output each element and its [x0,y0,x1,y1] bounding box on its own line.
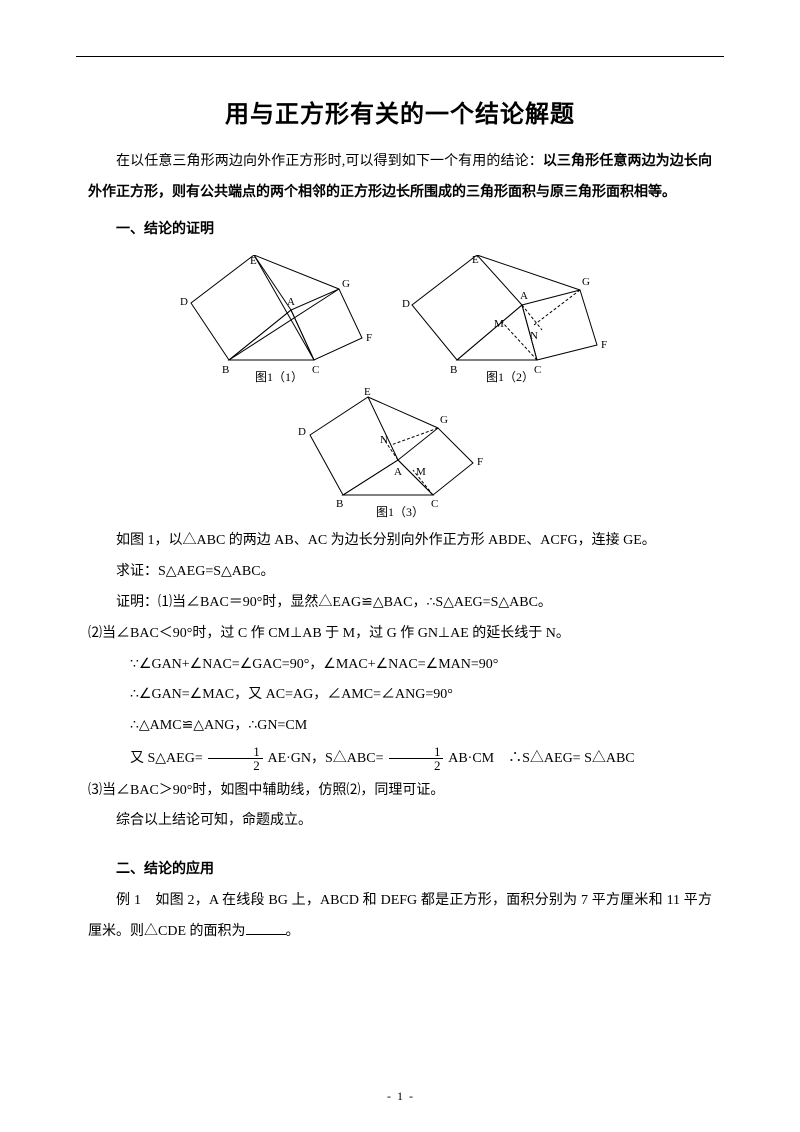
figure-caption-3: 图1（3） [375,505,423,519]
proof-p6: ∴△AMC≌△ANG，∴GN=CM [88,711,712,742]
label-G2: G [582,276,590,288]
blank-answer [246,921,286,935]
proof-p9: 综合以上结论可知，命题成立。 [88,806,712,837]
label-G3: G [440,414,448,426]
proof-p7c: AB·CM ∴S△AEG= S△ABC [448,751,634,766]
proof-p0: 如图 1，以△ABC 的两边 AB、AC 为边长分别向外作正方形 ABDE、AC… [88,526,712,557]
proof-p2: 证明：⑴当∠BAC＝90°时，显然△EAG≌△BAC，∴S△AEG=S△ABC。 [88,588,712,619]
frac-num-1: 1 [208,745,263,759]
intro-plain: 在以任意三角形两边向外作正方形时,可以得到如下一个有用的结论： [116,154,543,169]
proof-p7: 又 S△AEG= 12 AE·GN，S△ABC= 12 AB·CM ∴S△AEG… [88,742,712,776]
label-G: G [342,278,350,290]
label-A3: A [394,466,402,478]
frac-den-2: 2 [389,759,444,772]
proof-p7a: 又 S△AEG= [130,751,206,766]
intro-paragraph: 在以任意三角形两边向外作正方形时,可以得到如下一个有用的结论：以三角形任意两边为… [88,147,712,209]
label-M3: M [416,466,426,478]
proof-p4: ∵∠GAN+∠NAC=∠GAC=90°，∠MAC+∠NAC=∠MAN=90° [88,650,712,681]
figure-caption-1: 图1（1） [254,370,302,384]
figure-caption-2: 图1（2） [485,370,533,384]
proof-p5: ∴∠GAN=∠MAC，又 AC=AG，∠AMC=∠ANG=90° [88,680,712,711]
label-M2: M [494,318,504,330]
example-1: 例 1 如图 2，A 在线段 BG 上，ABCD 和 DEFG 都是正方形，面积… [88,886,712,948]
example-1-tail: 。 [286,924,300,939]
figure-1-3: A B C D E F G M N 图1（3） [288,385,513,520]
label-B2: B [450,364,457,376]
label-A2: A [520,290,528,302]
page-footer: -1- [0,1089,800,1104]
label-E2: E [472,255,479,266]
label-E: E [250,255,257,267]
frac-den-1: 2 [208,759,263,772]
fraction-2: 12 [389,745,444,772]
label-F2: F [601,339,607,351]
label-B: B [222,364,229,376]
figure-1-1: A B C D E F G 图1（1） [174,255,384,385]
figure-1-2: A B C D E F G M N 图1（2） [402,255,627,385]
label-D3: D [298,426,306,438]
proof-p8: ⑶当∠BAC＞90°时，如图中辅助线，仿照⑵，同理可证。 [88,776,712,807]
section-2-heading: 二、结论的应用 [88,855,712,886]
label-B3: B [336,498,343,510]
label-N3: N [380,434,388,446]
label-C: C [312,364,319,376]
example-1-text: 例 1 如图 2，A 在线段 BG 上，ABCD 和 DEFG 都是正方形，面积… [88,893,712,939]
page-title: 用与正方形有关的一个结论解题 [88,94,712,129]
label-C2: C [534,364,541,376]
label-F3: F [477,456,483,468]
frac-num-2: 1 [389,745,444,759]
label-C3: C [431,498,438,510]
section-1-heading: 一、结论的证明 [88,215,712,246]
page-number: 1 [397,1089,403,1104]
proof-p1: 求证：S△AEG=S△ABC。 [88,557,712,588]
label-F: F [366,332,372,344]
proof-p7b: AE·GN，S△ABC= [267,751,387,766]
label-D2: D [402,298,410,310]
label-E3: E [364,386,371,398]
fraction-1: 12 [208,745,263,772]
label-A: A [287,296,295,308]
label-N2: N [530,330,538,342]
label-D: D [180,296,188,308]
figure-1-group: A B C D E F G 图1（1） [88,255,712,520]
proof-p3: ⑵当∠BAC＜90°时，过 C 作 CM⊥AB 于 M，过 G 作 GN⊥AE … [88,619,712,650]
